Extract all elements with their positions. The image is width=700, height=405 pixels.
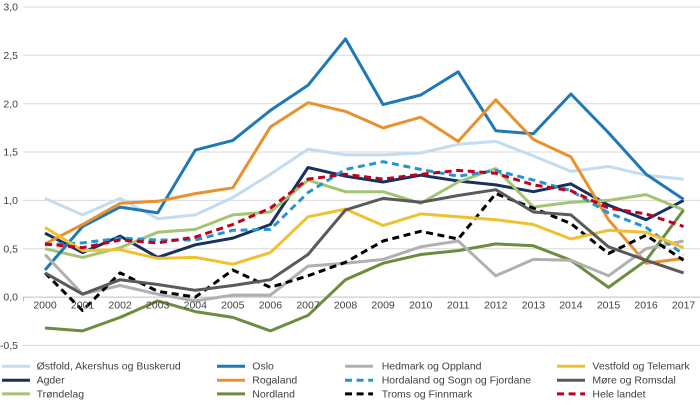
svg-text:Hedmark og Oppland: Hedmark og Oppland [382,361,482,373]
svg-text:2015: 2015 [597,300,621,312]
svg-text:2010: 2010 [409,300,433,312]
svg-text:0,5: 0,5 [3,243,18,255]
svg-text:2011: 2011 [447,300,470,312]
svg-text:0,0: 0,0 [3,292,18,304]
svg-text:Troms og Finnmark: Troms og Finnmark [382,388,473,400]
svg-text:Vestfold og Telemark: Vestfold og Telemark [592,361,690,373]
svg-text:2016: 2016 [634,300,658,312]
svg-text:2013: 2013 [522,300,546,312]
svg-text:1,0: 1,0 [3,195,18,207]
svg-text:2,0: 2,0 [3,98,18,110]
svg-text:2009: 2009 [371,300,395,312]
svg-text:2,5: 2,5 [3,50,18,62]
svg-text:2017: 2017 [672,300,696,312]
svg-text:2012: 2012 [484,300,508,312]
svg-text:3,0: 3,0 [3,2,18,14]
svg-text:Nordland: Nordland [252,388,295,400]
svg-text:Møre og Romsdal: Møre og Romsdal [592,375,675,387]
svg-text:2006: 2006 [259,300,283,312]
svg-text:2004: 2004 [184,300,208,312]
svg-text:Trøndelag: Trøndelag [37,388,85,400]
svg-text:2002: 2002 [108,300,132,312]
svg-text:1,5: 1,5 [3,147,18,159]
svg-text:2000: 2000 [33,300,57,312]
svg-text:Agder: Agder [37,375,66,387]
svg-text:2008: 2008 [334,300,358,312]
svg-text:Oslo: Oslo [252,361,274,373]
svg-text:2005: 2005 [221,300,245,312]
svg-text:2001: 2001 [71,300,95,312]
svg-text:Hordaland og Sogn og Fjordane: Hordaland og Sogn og Fjordane [382,375,532,387]
svg-text:Østfold, Akershus og Buskerud: Østfold, Akershus og Buskerud [37,361,181,373]
svg-text:Hele landet: Hele landet [592,388,645,400]
svg-text:Rogaland: Rogaland [252,375,297,387]
svg-text:2014: 2014 [559,300,583,312]
svg-text:2003: 2003 [146,300,170,312]
svg-text:2007: 2007 [296,300,320,312]
svg-text:-0,5: -0,5 [0,340,18,352]
